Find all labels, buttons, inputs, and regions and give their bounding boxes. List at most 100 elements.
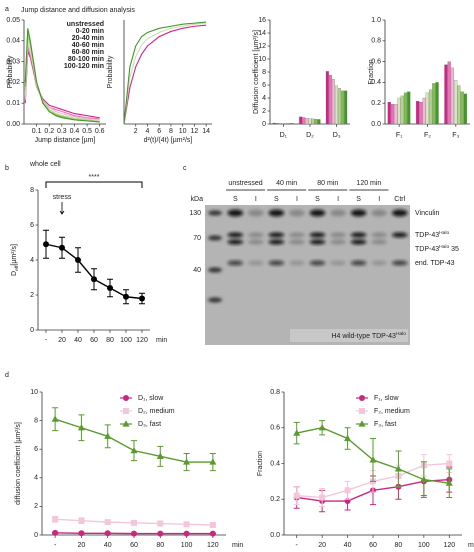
y-tick-label: 0.00 (6, 121, 20, 128)
bar (397, 97, 401, 125)
lane-label: I (296, 196, 298, 203)
bar (444, 64, 448, 125)
x-tick-label: 100 (418, 542, 430, 549)
point (104, 530, 111, 537)
y-tick-label: 0.4 (371, 79, 381, 86)
bar (429, 89, 433, 125)
blot-image (205, 205, 410, 345)
point (293, 429, 301, 436)
condition-label: unstressed (228, 180, 262, 187)
bar (305, 118, 309, 125)
blot-band (330, 260, 346, 266)
legend-label: F₂, medium (374, 408, 410, 415)
series-line (123, 24, 207, 125)
x-tick-label: 100 (120, 337, 132, 344)
blot-band (309, 209, 326, 217)
y-axis-label: Fraction (368, 59, 375, 84)
bar (394, 104, 398, 125)
y-tick-label: 2 (30, 292, 34, 299)
band-label-part: Vinculin (415, 210, 439, 217)
bar (341, 90, 345, 125)
x-tick-label: F₁ (396, 132, 403, 139)
bar (416, 101, 420, 125)
y-axis-label-part: eff (14, 265, 20, 271)
marker-label: 40 (193, 267, 201, 274)
panel-label: a (5, 6, 9, 13)
point (52, 516, 59, 523)
x-tick-label: 8 (169, 128, 173, 135)
y-axis-label: Probability (107, 55, 114, 88)
blot-band (227, 232, 244, 238)
blot-band (268, 232, 285, 238)
point (107, 285, 113, 291)
bar (290, 123, 294, 125)
bracket (45, 181, 143, 188)
y-tick-label: 14 (258, 30, 266, 37)
point (209, 458, 217, 465)
x-tick-label: 40 (74, 337, 82, 344)
x-tick-label: 0.2 (44, 128, 54, 135)
blot-band (227, 239, 244, 245)
x-axis-label: Jump distance [µm] (35, 137, 96, 144)
point (157, 530, 164, 537)
blot-band (309, 260, 326, 266)
x-tick-label: 40 (344, 542, 352, 549)
band-label-part: TDP-43 (415, 246, 439, 253)
y-tick-label: 0.02 (6, 79, 20, 86)
blot-band (391, 209, 408, 217)
bar (284, 123, 288, 125)
blot-band (371, 239, 387, 245)
lane-label: S (274, 196, 279, 203)
y-tick-label: 0.01 (6, 100, 20, 107)
point (344, 487, 351, 494)
lane-label: S (233, 196, 238, 203)
point (131, 530, 137, 537)
bar (335, 85, 338, 125)
blot-band (268, 239, 285, 245)
x-unit: min (156, 337, 167, 344)
x-tick-label: 20 (58, 337, 66, 344)
chart-title: whole cell (29, 161, 61, 168)
y-tick-label: 4 (34, 475, 38, 482)
y-tick-label: 2 (262, 108, 266, 115)
bar (314, 119, 318, 125)
point (209, 530, 216, 537)
y-tick-label: 0 (262, 121, 266, 128)
condition-label: 80 min (317, 180, 338, 187)
y-axis-label: Deff[µm²/s] (11, 244, 20, 276)
blot-band (248, 209, 264, 217)
bar (275, 122, 279, 125)
blot-band (289, 239, 305, 245)
point (104, 432, 112, 439)
x-tick-label: 120 (207, 542, 219, 549)
legend-label: 60-80 min (72, 49, 104, 56)
blot-band (350, 239, 367, 245)
marker-label: 70 (193, 235, 201, 242)
x-tick-label: D₁ (280, 132, 288, 139)
x-tick-label: 12 (191, 128, 199, 135)
bar (447, 61, 451, 125)
x-tick-label: - (54, 542, 57, 549)
y-tick-label: 8 (262, 69, 266, 76)
point (183, 530, 190, 537)
x-tick-label: 6 (157, 128, 161, 135)
blot-band (248, 260, 264, 266)
bar (272, 122, 276, 125)
bar (422, 97, 426, 125)
blot-band (330, 239, 346, 245)
bar (454, 80, 458, 125)
ladder-band (208, 210, 222, 216)
y-tick-label: 4 (262, 95, 266, 102)
blot-band (330, 232, 346, 238)
panel-title: Jump distance and diffusion analysis (21, 7, 135, 14)
bar (311, 118, 315, 125)
ladder-band (208, 297, 222, 303)
blot-band (350, 232, 367, 238)
y-tick-label: 8 (34, 417, 38, 424)
legend-label: unstressed (67, 21, 104, 28)
bar (317, 119, 321, 125)
x-tick-label: 20 (78, 542, 86, 549)
blot-band (289, 209, 305, 217)
legend-label: 0-20 min (76, 28, 104, 35)
